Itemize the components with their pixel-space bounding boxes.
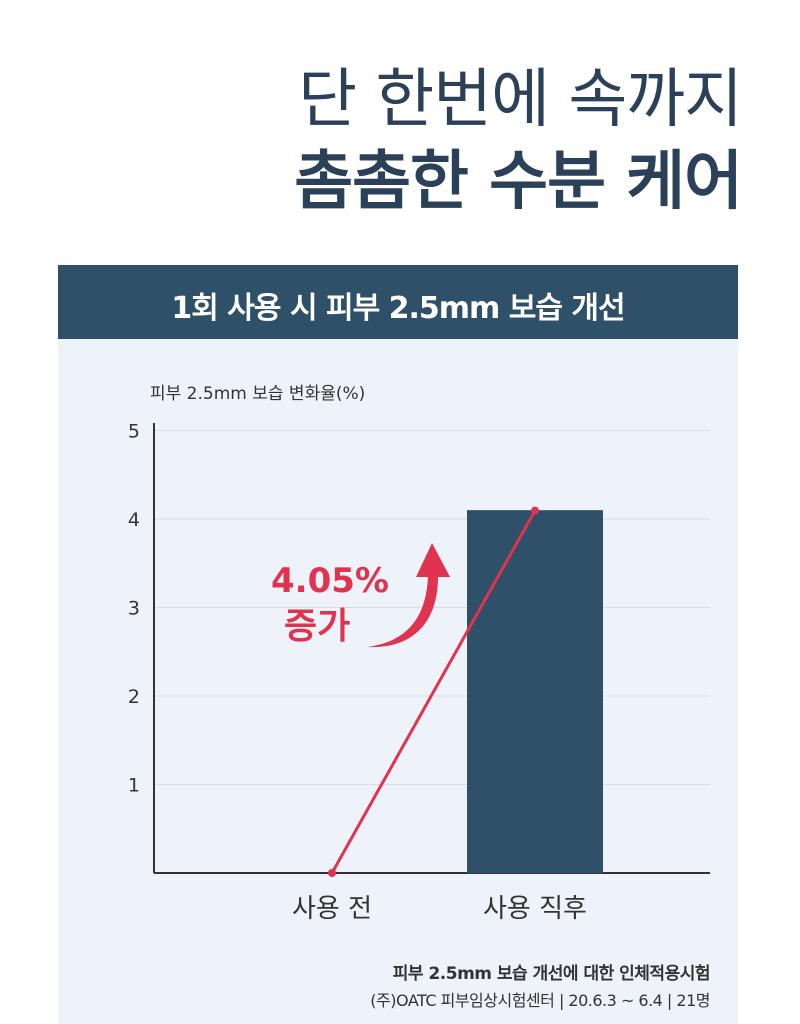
headline-line2: 촘촘한 수분 케어 [294, 145, 743, 219]
annotation-label: 증가 [284, 606, 350, 647]
y-tick-3: 3 [128, 598, 140, 620]
trend-point-1 [531, 506, 539, 515]
increase-arrow-icon [368, 543, 450, 648]
y-tick-1: 1 [128, 775, 140, 797]
x-tick-0: 사용 전 [292, 894, 372, 924]
bar-1 [467, 510, 603, 873]
chart-banner: 1회 사용 시 피부 2.5mm 보습 개선 [58, 265, 738, 339]
trend-point-0 [328, 869, 336, 877]
y-tick-2: 2 [128, 686, 140, 708]
moisture-chart: 피부 2.5mm 보습 변화율(%) 1 2 3 4 5 사용 전 사용 직후 4.05% 증가 [128, 384, 710, 924]
y-tick-5: 5 [128, 421, 140, 443]
y-tick-4: 4 [128, 509, 140, 531]
headline-line1: 단 한번에 속까지 [298, 63, 743, 137]
caption-study: 피부 2.5mm 보습 개선에 대한 인체적용시험 [392, 964, 711, 984]
chart-panel: 1회 사용 시 피부 2.5mm 보습 개선 피부 2.5mm 보습 변화율(%… [58, 265, 738, 1024]
y-axis-label: 피부 2.5mm 보습 변화율(%) [150, 384, 365, 404]
x-tick-1: 사용 직후 [483, 894, 587, 924]
caption-details: (주)OATC 피부임상시험센터 | 20.6.3 ~ 6.4 | 21명 [370, 991, 710, 1010]
banner-title: 1회 사용 시 피부 2.5mm 보습 개선 [171, 291, 625, 326]
trend-line [330, 509, 537, 874]
annotation-value: 4.05% [271, 561, 389, 601]
